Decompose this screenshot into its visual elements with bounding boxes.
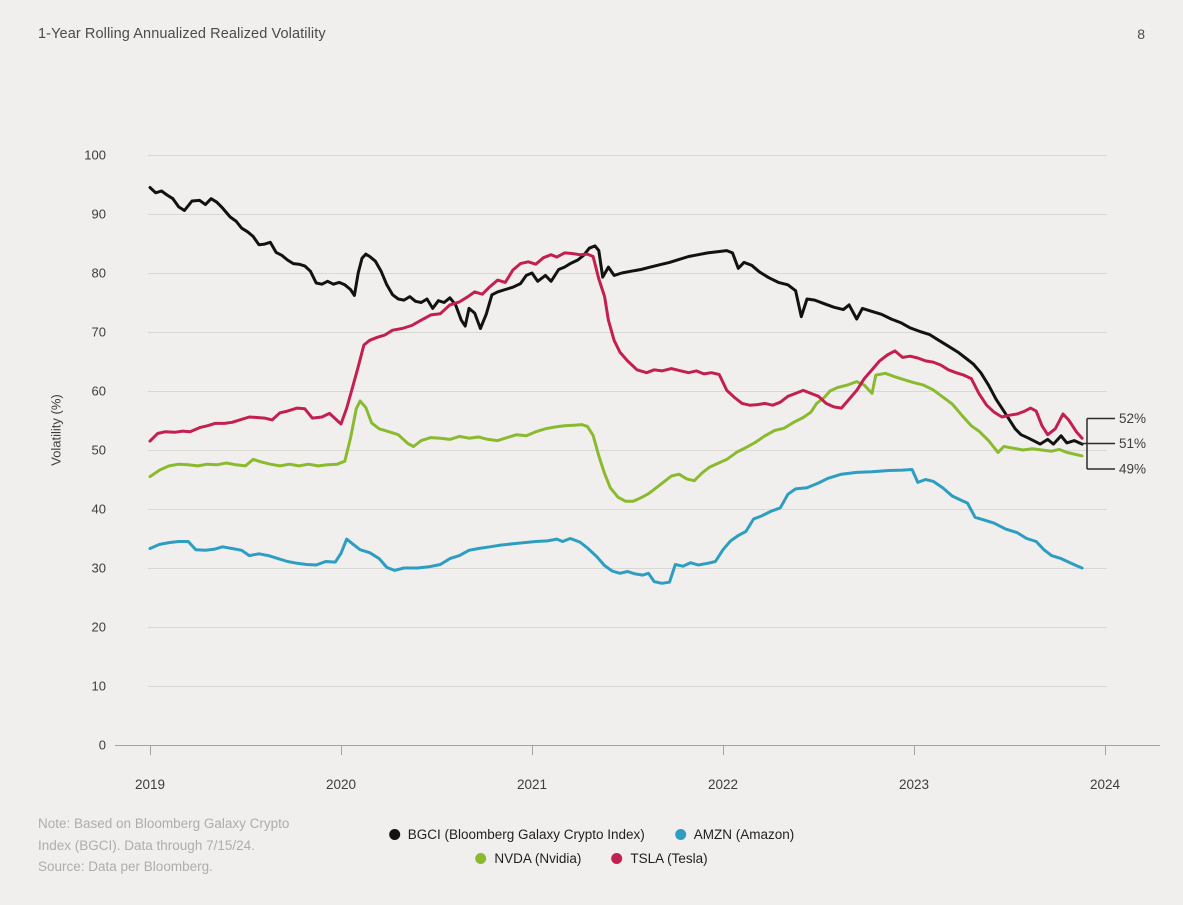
- source-note: Note: Based on Bloomberg Galaxy Crypto I…: [38, 813, 358, 878]
- legend-label-nvda: NVDA (Nvidia): [494, 851, 582, 866]
- annotation-label-51: 51%: [1119, 436, 1146, 451]
- amzn-dot-icon: [674, 829, 686, 840]
- x-tick-2022: 2022: [708, 777, 738, 792]
- annotation-label-52: 52%: [1119, 411, 1146, 426]
- y-tick-90: 90: [92, 207, 106, 222]
- x-tick-2024: 2024: [1090, 777, 1121, 792]
- legend-item-tsla: TSLA (Tesla): [611, 851, 708, 866]
- legend-label-amzn: AMZN (Amazon): [693, 827, 795, 842]
- legend-row-1: BGCI (Bloomberg Galaxy Crypto Index) AMZ…: [388, 827, 795, 842]
- bgci-dot-icon: [388, 829, 400, 840]
- legend-label-tsla: TSLA (Tesla): [630, 851, 708, 866]
- chart-title: 1-Year Rolling Annualized Realized Volat…: [38, 26, 326, 42]
- series-line-nvda: [148, 371, 1084, 503]
- y-tick-80: 80: [92, 266, 106, 281]
- gridlines: [115, 155, 1160, 746]
- y-tick-60: 60: [92, 384, 106, 399]
- y-tick-30: 30: [92, 561, 106, 576]
- chart-legend: BGCI (Bloomberg Galaxy Crypto Index) AMZ…: [388, 827, 795, 866]
- y-tick-10: 10: [92, 679, 106, 694]
- x-axis: 2019 2020 2021 2022 2023 2024: [135, 746, 1121, 792]
- legend-item-amzn: AMZN (Amazon): [674, 827, 795, 842]
- note-line-1: Note: Based on Bloomberg Galaxy Crypto: [38, 816, 290, 831]
- nvda-dot-icon: [475, 853, 487, 864]
- x-tick-2019: 2019: [135, 777, 165, 792]
- y-tick-labels: 0 10 20 30 40 50 60 70 80 90 100: [84, 148, 106, 753]
- note-line-2: Index (BGCI). Data through 7/15/24.: [38, 837, 255, 853]
- note-line-3: Source: Data per Bloomberg.: [38, 859, 213, 874]
- annotation-label-49: 49%: [1119, 462, 1146, 477]
- endpoint-annotations: 52% 51% 49%: [1080, 411, 1146, 477]
- x-tick-2021: 2021: [517, 777, 547, 792]
- page-number: 8: [1137, 26, 1145, 42]
- y-tick-70: 70: [92, 325, 106, 340]
- y-tick-40: 40: [92, 502, 106, 517]
- series-line-bgci: [148, 186, 1084, 446]
- y-tick-100: 100: [84, 148, 106, 163]
- y-tick-0: 0: [99, 738, 106, 753]
- legend-item-bgci: BGCI (Bloomberg Galaxy Crypto Index): [388, 827, 645, 842]
- series-line-tsla: [148, 251, 1084, 443]
- series-line-amzn: [148, 468, 1084, 585]
- y-tick-20: 20: [92, 620, 106, 635]
- legend-label-bgci: BGCI (Bloomberg Galaxy Crypto Index): [407, 827, 645, 842]
- legend-row-2: NVDA (Nvidia) TSLA (Tesla): [475, 851, 708, 866]
- x-tick-2020: 2020: [326, 777, 356, 792]
- page-header: 1-Year Rolling Annualized Realized Volat…: [38, 26, 1145, 42]
- tsla-dot-icon: [611, 853, 623, 864]
- legend-item-nvda: NVDA (Nvidia): [475, 851, 581, 866]
- y-tick-50: 50: [92, 443, 106, 458]
- x-tick-2023: 2023: [899, 777, 929, 792]
